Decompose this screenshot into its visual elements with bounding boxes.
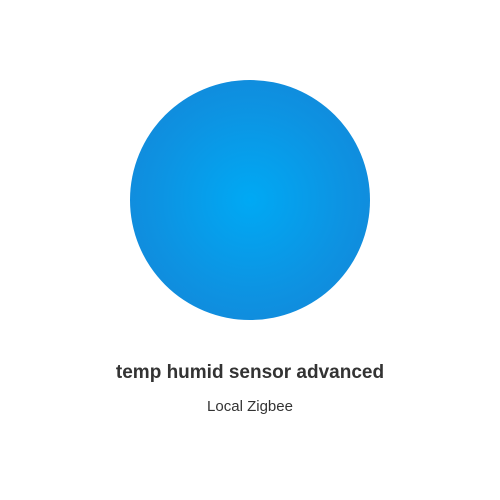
device-type: Local Zigbee xyxy=(207,398,293,415)
device-name: temp humid sensor advanced xyxy=(115,362,385,383)
device-circle-icon[interactable] xyxy=(130,80,370,320)
